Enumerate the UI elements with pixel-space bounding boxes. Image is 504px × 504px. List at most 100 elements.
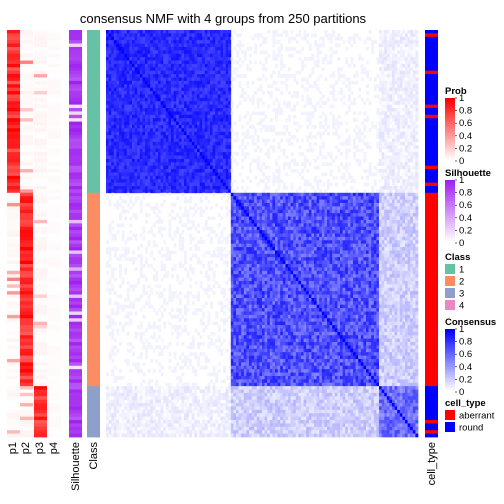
consensus-cell bbox=[220, 111, 224, 116]
consensus-cell bbox=[199, 53, 203, 58]
consensus-cell bbox=[397, 138, 401, 143]
consensus-cell bbox=[353, 141, 356, 146]
consensus-cell bbox=[386, 87, 390, 92]
silhouette-cell bbox=[69, 226, 82, 231]
consensus-cell bbox=[223, 53, 226, 58]
consensus-cell bbox=[371, 43, 375, 48]
consensus-cell bbox=[321, 131, 325, 136]
prob-cell bbox=[20, 155, 33, 160]
consensus-cell bbox=[147, 74, 151, 78]
consensus-cell bbox=[152, 84, 156, 89]
consensus-cell bbox=[392, 53, 395, 58]
consensus-cell bbox=[223, 175, 226, 180]
consensus-cell bbox=[212, 179, 216, 183]
prob-cell bbox=[20, 33, 33, 38]
silhouette-cell bbox=[69, 338, 82, 343]
consensus-cell bbox=[397, 175, 401, 180]
consensus-cell bbox=[121, 84, 125, 89]
consensus-cell bbox=[269, 118, 273, 122]
consensus-cell bbox=[402, 50, 406, 55]
consensus-cell bbox=[160, 165, 164, 170]
consensus-cell bbox=[145, 172, 148, 177]
consensus-cell bbox=[412, 121, 416, 126]
consensus-cell bbox=[402, 128, 406, 133]
consensus-cell bbox=[405, 121, 408, 126]
consensus-cell bbox=[389, 67, 393, 72]
consensus-cell bbox=[337, 124, 341, 129]
consensus-cell bbox=[150, 124, 154, 129]
consensus-cell bbox=[181, 162, 185, 167]
consensus-cell bbox=[163, 186, 167, 190]
consensus-cell bbox=[163, 43, 167, 48]
prob-cell bbox=[7, 209, 20, 214]
consensus-cell bbox=[171, 70, 174, 75]
consensus-cell bbox=[113, 94, 117, 99]
consensus-cell bbox=[139, 162, 143, 167]
consensus-cell bbox=[319, 145, 323, 150]
consensus-cell bbox=[389, 162, 393, 167]
consensus-cell bbox=[199, 104, 203, 109]
consensus-cell bbox=[142, 186, 146, 190]
consensus-cell bbox=[360, 63, 364, 68]
prob-cell bbox=[20, 46, 33, 51]
consensus-cell bbox=[132, 101, 135, 105]
consensus-cell bbox=[199, 196, 203, 200]
consensus-cell bbox=[392, 97, 395, 102]
consensus-cell bbox=[324, 202, 328, 207]
consensus-cell bbox=[327, 97, 330, 102]
consensus-cell bbox=[173, 50, 177, 55]
consensus-cell bbox=[210, 121, 213, 126]
consensus-cell bbox=[137, 121, 141, 126]
consensus-cell bbox=[223, 192, 226, 197]
consensus-cell bbox=[220, 182, 224, 187]
consensus-cell bbox=[319, 202, 323, 207]
class-cell bbox=[87, 328, 100, 333]
consensus-cell bbox=[199, 172, 203, 177]
consensus-cell bbox=[163, 141, 167, 146]
consensus-cell bbox=[202, 43, 206, 48]
consensus-cell bbox=[215, 50, 219, 55]
consensus-cell bbox=[376, 74, 380, 78]
prob-cell bbox=[7, 352, 20, 356]
prob-cell bbox=[48, 338, 61, 343]
consensus-cell bbox=[158, 135, 161, 139]
prob-cell bbox=[34, 91, 47, 95]
prob-cell bbox=[7, 199, 20, 204]
consensus-cell bbox=[319, 91, 323, 95]
silhouette-cell bbox=[69, 169, 82, 173]
consensus-cell bbox=[207, 135, 211, 139]
prob-cell bbox=[48, 182, 61, 187]
consensus-cell bbox=[150, 108, 154, 112]
prob-cell bbox=[34, 169, 47, 173]
prob-cell bbox=[7, 365, 20, 370]
consensus-cell bbox=[176, 145, 180, 150]
prob-cell bbox=[20, 352, 33, 356]
consensus-cell bbox=[259, 196, 263, 200]
consensus-cell bbox=[108, 182, 112, 187]
consensus-cell bbox=[415, 124, 419, 129]
consensus-cell bbox=[405, 124, 408, 129]
consensus-cell bbox=[321, 94, 325, 99]
consensus-cell bbox=[212, 30, 216, 34]
silhouette-cell bbox=[69, 128, 82, 133]
consensus-cell bbox=[410, 206, 414, 211]
consensus-cell bbox=[171, 155, 174, 160]
consensus-cell bbox=[225, 124, 229, 129]
consensus-cell bbox=[197, 74, 200, 78]
consensus-cell bbox=[392, 80, 395, 85]
consensus-cell bbox=[139, 131, 143, 136]
consensus-cell bbox=[106, 91, 109, 95]
prob-cell bbox=[20, 196, 33, 200]
consensus-cell bbox=[191, 53, 195, 58]
consensus-cell bbox=[319, 152, 323, 156]
consensus-cell bbox=[358, 53, 362, 58]
consensus-cell bbox=[358, 162, 362, 167]
consensus-cell bbox=[259, 33, 263, 38]
consensus-cell bbox=[384, 186, 388, 190]
consensus-cell bbox=[394, 196, 398, 200]
consensus-cell bbox=[306, 94, 310, 99]
consensus-cell bbox=[129, 148, 133, 153]
consensus-cell bbox=[121, 40, 125, 44]
consensus-cell bbox=[402, 80, 406, 85]
consensus-cell bbox=[152, 179, 156, 183]
